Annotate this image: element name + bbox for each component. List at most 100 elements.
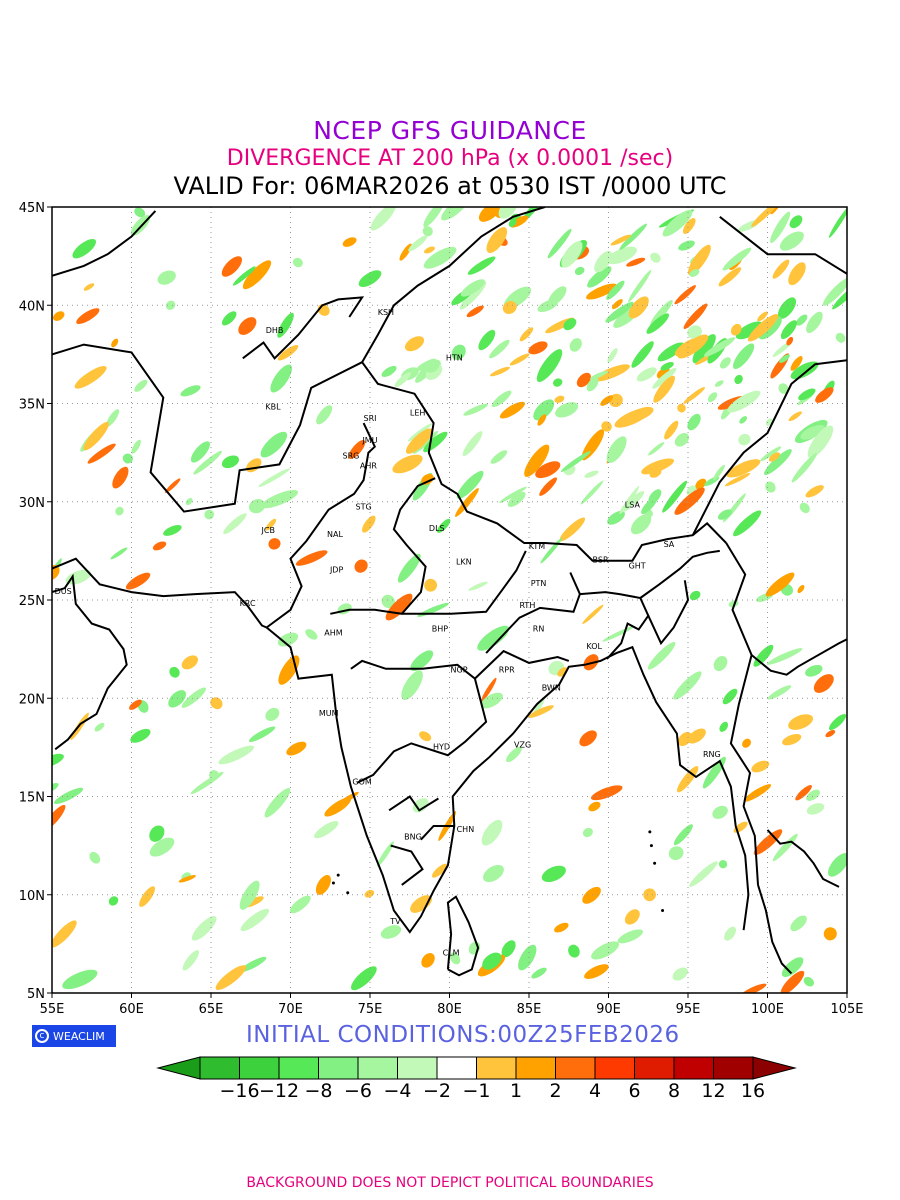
divergence-patch: [722, 247, 752, 271]
divergence-patch: [218, 745, 255, 765]
station-label: BWN: [542, 683, 561, 692]
divergence-patch: [423, 246, 457, 269]
divergence-patch: [392, 454, 423, 474]
divergence-patch: [733, 510, 762, 537]
divergence-patch: [278, 655, 300, 685]
divergence-patch: [743, 784, 772, 802]
divergence-patch: [591, 941, 620, 960]
colorbar-box: [318, 1056, 359, 1080]
lon-label: 100E: [751, 1002, 784, 1017]
divergence-patch: [664, 420, 679, 440]
divergence-patch: [110, 547, 128, 560]
divergence-patch: [209, 770, 220, 781]
station-label: DLS: [429, 524, 445, 533]
divergence-patch: [482, 952, 502, 970]
lon-label: 80E: [437, 1002, 462, 1017]
divergence-patch: [674, 432, 690, 447]
divergence-patch: [790, 356, 803, 371]
divergence-patch: [713, 464, 725, 481]
divergence-patch: [397, 553, 421, 583]
lon-label: 65E: [199, 1002, 224, 1017]
divergence-patch: [835, 332, 846, 343]
divergence-patch: [800, 425, 826, 440]
divergence-patch: [405, 428, 433, 454]
divergence-patch: [437, 518, 451, 533]
divergence-patch: [782, 733, 802, 746]
divergence-patch: [221, 311, 237, 326]
divergence-patch: [674, 285, 696, 305]
divergence-patch: [590, 370, 608, 380]
divergence-patch: [768, 452, 781, 462]
divergence-patch: [803, 976, 814, 987]
divergence-patch: [221, 256, 243, 277]
divergence-patch: [718, 860, 728, 869]
divergence-patch: [582, 827, 593, 838]
divergence-patch: [724, 926, 737, 941]
divergence-patch: [83, 283, 95, 291]
divergence-patch: [652, 367, 677, 389]
divergence-patch: [778, 383, 789, 394]
divergence-patch: [165, 300, 176, 310]
lat-label: 35N: [19, 398, 45, 413]
divergence-patch: [316, 405, 333, 425]
lat-label: 20N: [19, 692, 45, 707]
divergence-patch: [626, 257, 646, 267]
divergence-patch: [149, 825, 165, 842]
boundary-line: [52, 557, 267, 629]
boundary-line: [647, 580, 690, 646]
divergence-patch: [791, 452, 817, 483]
colorbar-box: [436, 1056, 477, 1080]
divergence-patch: [660, 361, 674, 371]
divergence-patch: [790, 915, 807, 932]
divergence-patch: [466, 305, 484, 318]
divergence-patch: [481, 819, 503, 846]
divergence-patch: [828, 713, 847, 731]
divergence-patch: [713, 655, 728, 672]
divergence-patch: [62, 969, 98, 990]
divergence-patch: [828, 852, 847, 877]
divergence-patch: [619, 223, 648, 250]
divergence-patch: [806, 789, 821, 801]
station-label: AHM: [324, 628, 342, 637]
divergence-patch: [451, 344, 466, 361]
divergence-patch: [606, 436, 627, 464]
divergence-patch: [722, 688, 738, 705]
island-dot: [653, 861, 657, 865]
divergence-patch: [139, 886, 156, 907]
divergence-patch: [593, 364, 630, 382]
island-dot: [336, 873, 340, 877]
divergence-patch: [770, 211, 791, 244]
station-label: CHN: [457, 825, 475, 834]
island-dot: [346, 891, 350, 895]
boundary-line: [52, 343, 727, 562]
station-label: HYD: [433, 742, 450, 751]
divergence-patch: [72, 238, 96, 259]
divergence-patch: [584, 964, 609, 979]
divergence-patch: [94, 722, 105, 732]
logo-text: WEACLIM: [53, 1029, 105, 1043]
divergence-patch: [268, 538, 281, 550]
divergence-patch: [727, 390, 761, 413]
divergence-patch: [76, 308, 100, 325]
divergence-patch: [385, 593, 413, 621]
station-label: JMU: [361, 436, 377, 445]
divergence-patch: [718, 267, 742, 287]
lat-lon-gridlines: [52, 207, 847, 993]
divergence-patch: [553, 378, 563, 387]
coastline-layer: [52, 207, 847, 977]
boundary-line: [725, 542, 847, 676]
station-label: VZG: [514, 740, 531, 749]
colorbar-box: [278, 1056, 319, 1080]
divergence-patch: [424, 246, 435, 254]
divergence-patch: [455, 488, 479, 517]
divergence-patch: [415, 358, 437, 372]
divergence-patch: [541, 865, 566, 883]
colorbar-tick-label: 2: [549, 1080, 562, 1102]
station-label: JDP: [329, 565, 344, 574]
divergence-patch: [747, 314, 779, 342]
colorbar-tick-label: 1: [509, 1080, 523, 1102]
divergence-patch: [410, 895, 432, 913]
divergence-patch: [738, 433, 751, 446]
divergence-patch: [106, 409, 120, 427]
divergence-patch: [422, 226, 433, 237]
